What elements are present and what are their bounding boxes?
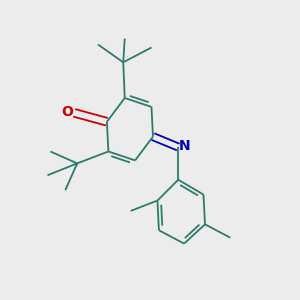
Text: N: N <box>179 139 190 153</box>
Text: O: O <box>62 105 74 119</box>
